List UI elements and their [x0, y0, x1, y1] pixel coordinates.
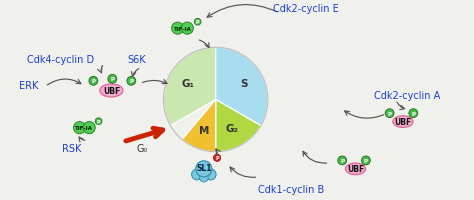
Text: P: P — [411, 111, 415, 116]
Ellipse shape — [346, 163, 365, 175]
Circle shape — [89, 77, 98, 86]
Text: P: P — [97, 119, 100, 124]
Text: TIF-IA: TIF-IA — [75, 126, 93, 130]
Text: P: P — [340, 158, 344, 163]
Ellipse shape — [100, 84, 123, 97]
Circle shape — [83, 122, 95, 134]
Circle shape — [362, 156, 370, 165]
Wedge shape — [216, 48, 268, 126]
Text: RSK: RSK — [62, 143, 81, 153]
Circle shape — [172, 23, 184, 35]
Text: P: P — [196, 20, 200, 25]
Circle shape — [385, 109, 394, 118]
Text: G₁: G₁ — [181, 79, 194, 89]
Circle shape — [409, 109, 418, 118]
Wedge shape — [216, 100, 261, 152]
Circle shape — [213, 154, 221, 162]
Text: G₀: G₀ — [137, 143, 148, 153]
Text: Cdk2-cyclin A: Cdk2-cyclin A — [374, 91, 441, 101]
Text: ERK: ERK — [19, 81, 38, 91]
Wedge shape — [164, 48, 216, 126]
Circle shape — [191, 169, 202, 180]
Wedge shape — [182, 100, 216, 152]
Text: M: M — [200, 125, 210, 135]
Circle shape — [205, 169, 216, 180]
Text: Cdk1-cyclin B: Cdk1-cyclin B — [258, 184, 325, 194]
Text: SL1: SL1 — [196, 164, 211, 172]
Circle shape — [338, 156, 346, 165]
Text: P: P — [388, 111, 392, 116]
Circle shape — [95, 118, 102, 125]
Circle shape — [73, 122, 86, 134]
Text: S: S — [240, 79, 247, 89]
Text: TIF-IA: TIF-IA — [173, 27, 191, 31]
Circle shape — [127, 77, 136, 86]
Ellipse shape — [393, 116, 413, 128]
Circle shape — [196, 161, 212, 177]
Text: UBF: UBF — [103, 87, 120, 95]
Text: Cdk2-cyclin E: Cdk2-cyclin E — [273, 4, 338, 14]
Text: P: P — [91, 79, 95, 84]
Circle shape — [108, 75, 117, 84]
Text: P: P — [364, 158, 368, 163]
Text: UBF: UBF — [347, 165, 364, 173]
Text: G₂: G₂ — [225, 123, 238, 133]
Circle shape — [200, 173, 208, 182]
Text: UBF: UBF — [394, 118, 411, 126]
Text: S6K: S6K — [127, 55, 146, 65]
Text: Cdk4-cyclin D: Cdk4-cyclin D — [27, 55, 95, 65]
Text: P: P — [215, 156, 219, 160]
Text: P: P — [129, 79, 133, 84]
Circle shape — [181, 23, 193, 35]
Circle shape — [194, 19, 201, 26]
Text: P: P — [110, 77, 114, 82]
